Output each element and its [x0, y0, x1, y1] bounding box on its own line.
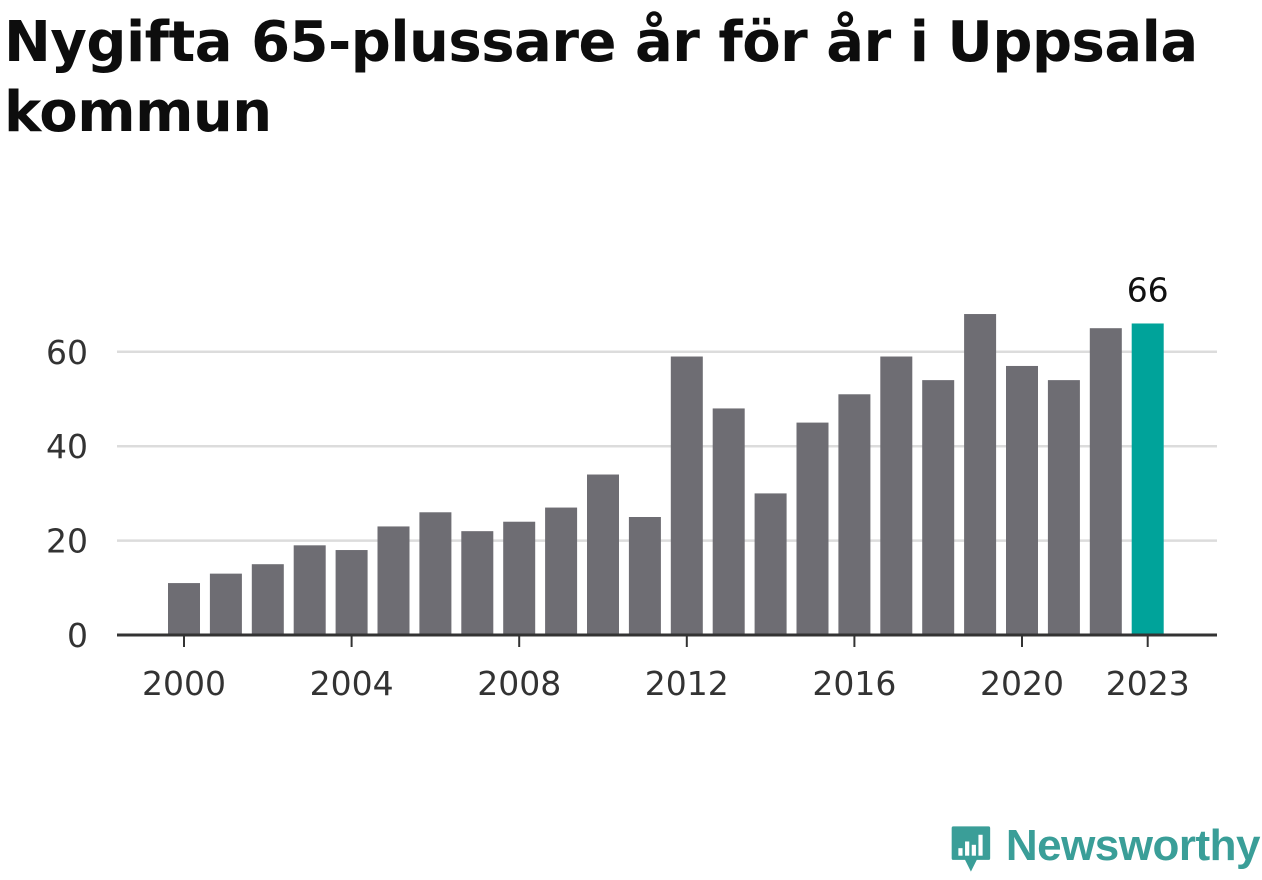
bar	[1006, 365, 1038, 635]
y-tick-label: 60	[46, 333, 88, 372]
bar	[335, 550, 368, 635]
bar	[1047, 380, 1080, 635]
bar-highlight	[1131, 323, 1164, 635]
data-label: 66	[1127, 270, 1169, 309]
bar	[838, 394, 871, 635]
x-tick-label: 2020	[980, 664, 1064, 703]
bar	[922, 380, 955, 635]
bar	[1089, 328, 1122, 635]
bar	[545, 507, 578, 635]
bar	[712, 408, 745, 635]
x-tick-label: 2016	[812, 664, 896, 703]
bar	[209, 573, 242, 635]
bar	[168, 583, 200, 635]
x-tick-label: 2008	[477, 664, 561, 703]
bar	[419, 512, 452, 635]
y-tick-label: 40	[46, 427, 88, 466]
bar	[670, 356, 703, 635]
bar	[503, 521, 536, 635]
x-tick-label: 2004	[310, 664, 394, 703]
bar	[293, 545, 326, 635]
bar	[461, 531, 494, 635]
newsworthy-logo: Newsworthy	[950, 818, 1261, 880]
x-tick-label: 2000	[142, 664, 226, 703]
chart-title: Nygifta 65-plussare år för år i Uppsala …	[4, 10, 1198, 145]
bar	[964, 314, 997, 635]
bar	[251, 564, 284, 635]
bar	[880, 356, 913, 635]
x-tick-label: 2012	[645, 664, 729, 703]
newsworthy-chart-bubble-icon	[951, 826, 991, 872]
bar	[628, 517, 661, 635]
bar	[796, 422, 829, 635]
bar	[754, 493, 787, 635]
x-tick-label: 2023	[1106, 664, 1190, 703]
bar	[587, 474, 619, 635]
brand-name: Newsworthy	[1005, 821, 1261, 870]
y-tick-label: 0	[67, 616, 88, 655]
y-tick-label: 20	[46, 522, 88, 561]
bar	[377, 526, 410, 635]
